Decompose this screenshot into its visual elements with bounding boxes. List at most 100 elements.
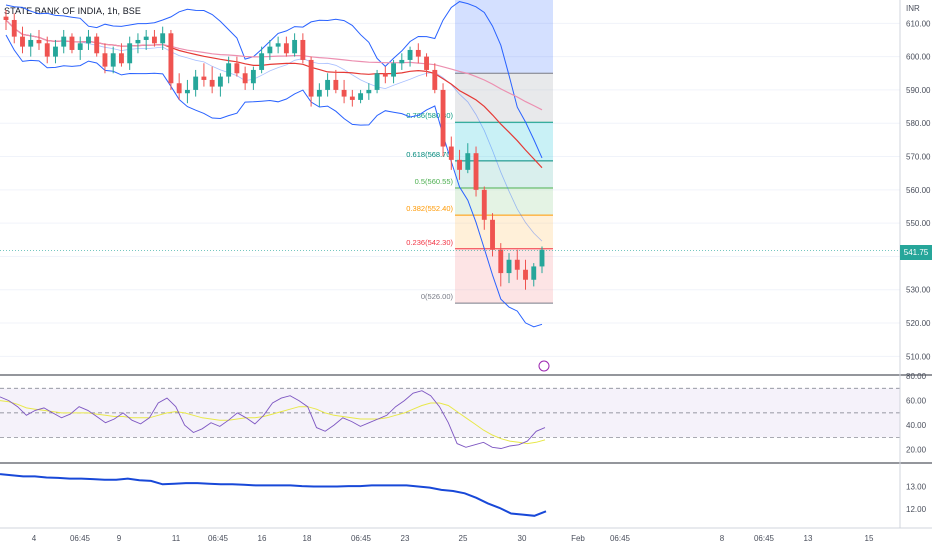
candle-body xyxy=(275,43,281,47)
candle-body xyxy=(415,49,421,57)
price-tick-label: 570.00 xyxy=(906,153,931,162)
candle-body xyxy=(523,269,528,280)
candle-body xyxy=(193,76,199,90)
candle-body xyxy=(234,63,240,74)
candle-body xyxy=(531,266,537,280)
candle-body xyxy=(465,153,471,170)
last-price-tag: 541.75 xyxy=(900,245,932,260)
candle-body xyxy=(374,73,380,90)
candle-body xyxy=(242,73,248,84)
candle-body xyxy=(119,53,124,64)
candle-body xyxy=(366,89,372,94)
price-tick-label: 580.00 xyxy=(906,119,931,128)
fib-band xyxy=(455,215,553,249)
price-tick-label: 590.00 xyxy=(906,86,931,95)
candle-body xyxy=(110,53,116,67)
rsi-tick-label: 60.00 xyxy=(906,397,927,406)
time-tick-label: 9 xyxy=(117,534,122,543)
candle-body xyxy=(217,76,223,87)
candle-body xyxy=(333,79,339,90)
candle-body xyxy=(143,36,149,40)
time-tick-label: 06:45 xyxy=(351,534,372,543)
candle-body xyxy=(506,259,512,274)
lower-panel xyxy=(0,473,547,517)
candle-body xyxy=(86,36,91,44)
candle-body xyxy=(151,36,157,44)
candle-body xyxy=(176,83,182,94)
candles xyxy=(0,9,900,372)
bb-upper xyxy=(5,1,543,159)
candle-body xyxy=(250,69,256,84)
candle-body xyxy=(135,39,141,44)
candle-body xyxy=(168,33,174,84)
time-tick-label: 15 xyxy=(865,534,874,543)
fib-band xyxy=(455,248,553,304)
candle-body xyxy=(308,59,314,97)
lower-indicator-line xyxy=(0,473,547,517)
time-tick-label: 4 xyxy=(32,534,37,543)
fib-level-label: 0.5(560.55) xyxy=(415,177,454,186)
grid xyxy=(0,22,900,357)
candle-body xyxy=(490,219,495,250)
candle-body xyxy=(259,53,265,70)
fib-level-label: 0(526.00) xyxy=(421,292,454,301)
fib-level-label: 0.786(580.30) xyxy=(406,111,453,120)
fib-band xyxy=(455,160,553,188)
bb-lower xyxy=(5,34,543,328)
time-tick-label: 30 xyxy=(518,534,527,543)
candle-body xyxy=(514,259,520,270)
candle-body xyxy=(283,43,289,54)
time-tick-label: 06:45 xyxy=(70,534,91,543)
candle-body xyxy=(209,79,215,87)
candle-body xyxy=(36,39,42,44)
candle-body xyxy=(300,39,306,60)
price-tick-label: 510.00 xyxy=(906,352,931,361)
candle-body xyxy=(61,36,67,47)
candle-body xyxy=(53,46,58,57)
fib-level-label: 0.236(542.30) xyxy=(406,238,453,247)
fibonacci-retracement: 0.786(580.30) 0.618(568.70) 0.5(560.55) 0.3… xyxy=(406,0,553,304)
candle-body xyxy=(201,76,207,80)
candle-body xyxy=(77,43,83,50)
price-tick-label: 520.00 xyxy=(906,319,931,328)
rsi-tick-label: 40.00 xyxy=(906,421,927,430)
candle-body xyxy=(160,33,166,44)
time-tick-label: 06:45 xyxy=(754,534,775,543)
candle-body xyxy=(498,249,504,274)
price-tick-label: 610.00 xyxy=(906,19,931,28)
candle-body xyxy=(399,59,405,64)
fib-band xyxy=(455,187,553,216)
candle-body xyxy=(3,16,9,20)
candle-body xyxy=(69,36,75,50)
rsi-tick-label: 80.00 xyxy=(906,372,927,381)
price-tick-label: 600.00 xyxy=(906,53,931,62)
candle-body xyxy=(382,73,388,77)
currency-label: INR xyxy=(906,4,920,13)
candle-body xyxy=(184,89,190,94)
candle-body xyxy=(341,89,347,97)
candle-body xyxy=(127,43,133,64)
time-tick-label: 25 xyxy=(459,534,468,543)
time-tick-label: 18 xyxy=(303,534,312,543)
candle-body xyxy=(20,36,25,47)
rsi-tick-label: 20.00 xyxy=(906,446,927,455)
price-tick-label: 550.00 xyxy=(906,219,931,228)
fib-zone-top xyxy=(455,0,553,74)
time-tick-label: 13 xyxy=(804,534,813,543)
candle-body xyxy=(292,39,298,54)
time-tick-label: 06:45 xyxy=(610,534,631,543)
candle-body xyxy=(424,56,429,70)
rsi-ma-line xyxy=(0,400,546,445)
candle-body xyxy=(94,36,100,54)
lower-tick-label: 13.00 xyxy=(906,483,927,492)
fib-level-label: 0.382(552.40) xyxy=(406,204,453,213)
lower-tick-label: 12.00 xyxy=(906,505,927,514)
time-tick-label: Feb xyxy=(571,534,585,543)
time-tick-label: 23 xyxy=(401,534,410,543)
chart-title: STATE BANK OF INDIA, 1h, BSE xyxy=(4,6,141,16)
rsi-line xyxy=(0,390,546,449)
candle-body xyxy=(267,46,273,54)
candle-body xyxy=(432,69,438,90)
candle-body xyxy=(391,63,397,77)
